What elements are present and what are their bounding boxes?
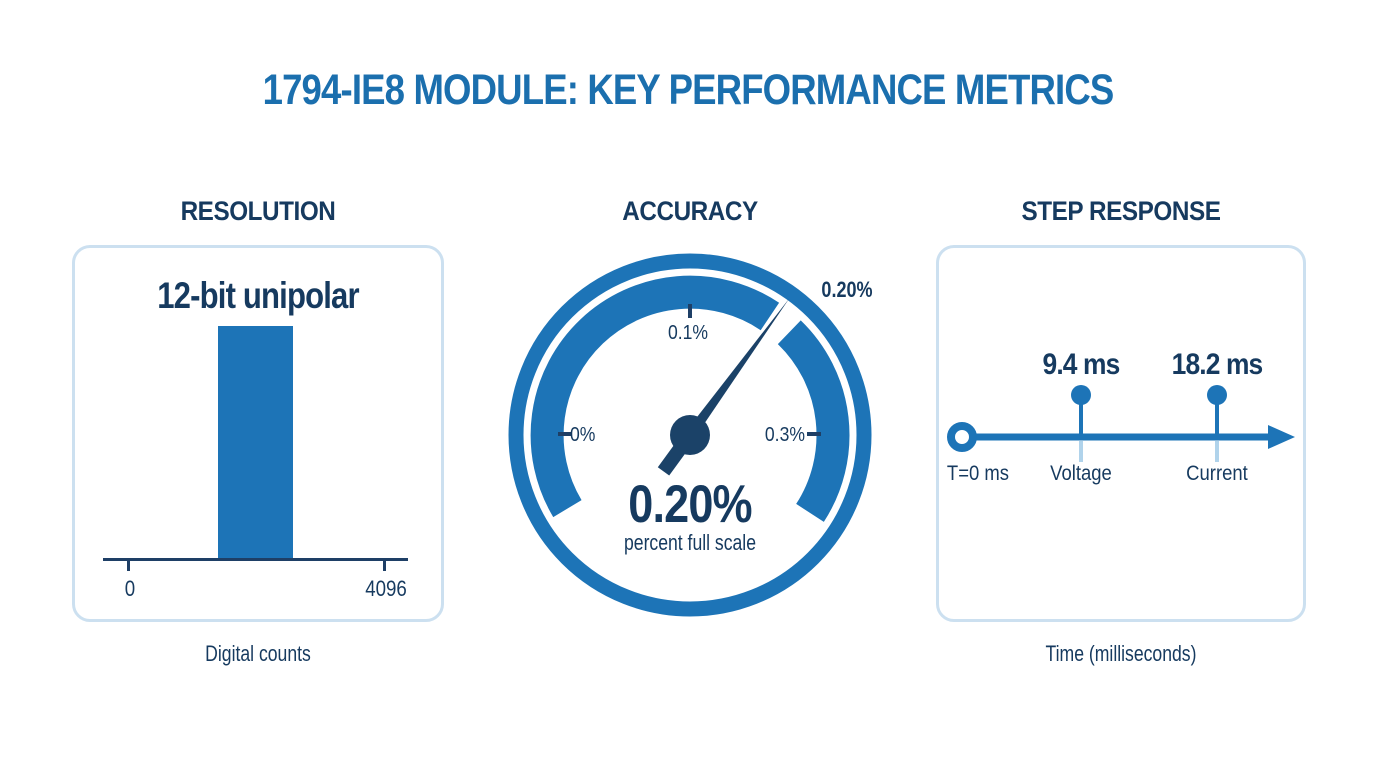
- resolution-caption: Digital counts: [205, 641, 311, 666]
- voltage-label: Voltage: [1050, 462, 1112, 485]
- page-title: 1794-IE8 MODULE: KEY PERFORMANCE METRICS: [262, 66, 1115, 114]
- timeline-axis: [975, 433, 1268, 441]
- step-response-caption: Time (milliseconds): [1045, 641, 1197, 666]
- gauge-tick-label-mid: 0.1%: [668, 321, 708, 343]
- resolution-value-label: 12-bit unipolar: [157, 275, 359, 316]
- voltage-value: 9.4 ms: [1042, 348, 1121, 381]
- gauge-hub: [670, 415, 710, 455]
- gauge-pointer-label: 0.20%: [821, 278, 872, 302]
- origin-label: T=0 ms: [946, 462, 1010, 485]
- current-label: Current: [1186, 462, 1248, 485]
- resolution-x-axis: [103, 558, 408, 561]
- gauge-value-caption: percent full scale: [624, 531, 756, 555]
- x-axis-label-max: 4096: [365, 576, 407, 601]
- gauge-tick-label-0: 0%: [570, 423, 596, 445]
- x-axis-label-min: 0: [124, 576, 136, 601]
- x-axis-tick-min: [127, 558, 130, 571]
- gauge-tick-label-max: 0.3%: [765, 423, 805, 445]
- resolution-bar: [218, 326, 293, 558]
- gauge-outer-ring: [508, 253, 872, 617]
- timeline-origin-circle: [947, 422, 977, 452]
- accuracy-gauge: 0% 0.1% 0.3% 0.20% 0.20% percent full sc…: [500, 245, 880, 625]
- timeline-graphic: [947, 385, 1295, 462]
- gauge-band-left-segment: [530, 275, 780, 518]
- step-response-card: 9.4 ms 18.2 ms T=0 ms Voltage Current: [936, 245, 1306, 622]
- gauge-band-right-segment: [777, 320, 850, 522]
- x-axis-tick-max: [383, 558, 386, 571]
- timeline-marker-current: [1207, 385, 1227, 405]
- gauge-needle: [685, 298, 790, 439]
- timeline-marker-voltage: [1071, 385, 1091, 405]
- accuracy-heading: ACCURACY: [622, 196, 758, 226]
- gauge-value: 0.20%: [628, 475, 752, 534]
- step-response-heading: STEP RESPONSE: [1021, 196, 1221, 226]
- resolution-card: 12-bit unipolar 0 4096: [72, 245, 444, 622]
- resolution-heading: RESOLUTION: [180, 196, 336, 226]
- timeline-arrowhead-icon: [1268, 425, 1295, 449]
- current-value: 18.2 ms: [1171, 348, 1264, 381]
- gauge-graphic: 0% 0.1% 0.3% 0.20% 0.20% percent full sc…: [508, 253, 873, 617]
